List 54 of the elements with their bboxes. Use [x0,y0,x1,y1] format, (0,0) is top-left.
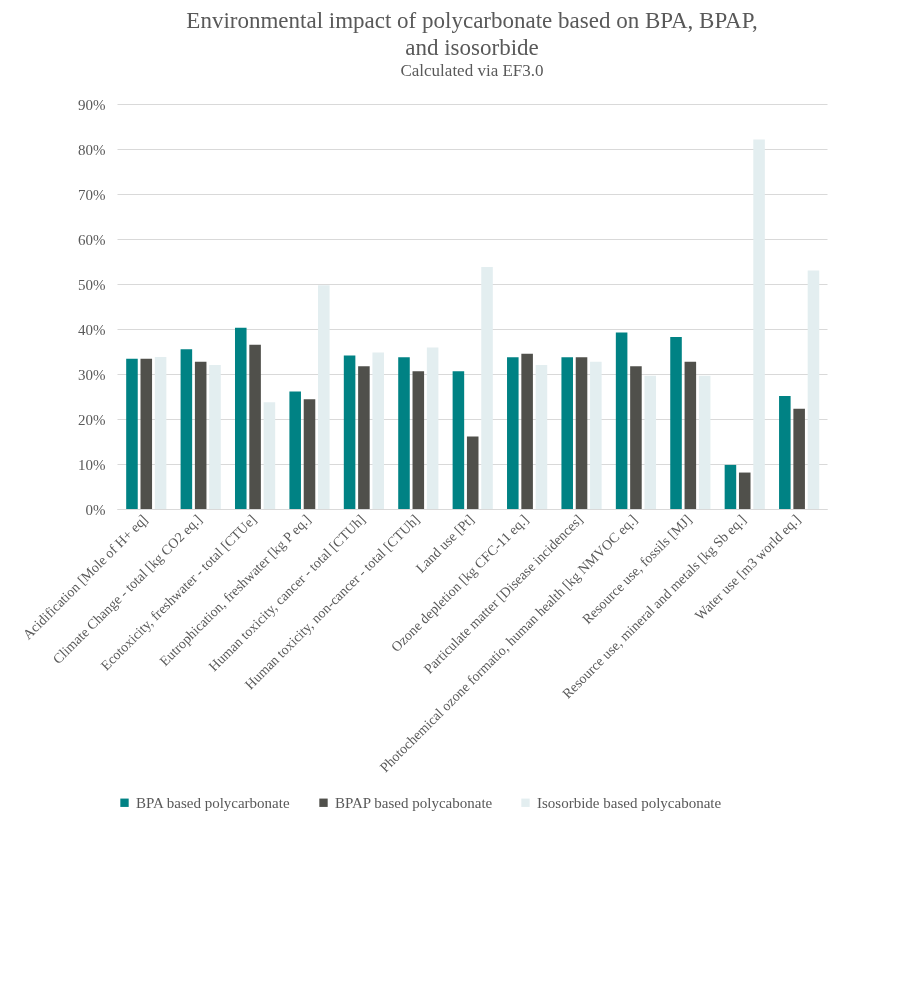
y-tick-label: 90% [78,96,106,113]
bar [140,358,153,509]
bar [698,375,711,509]
bar [180,349,193,509]
y-tick-label: 20% [78,411,106,428]
bar [670,337,682,509]
chart-title: Environmental impact of polycarbonate based on BPA, BPAP, and isosorbide [186,8,758,60]
y-tick-label: 10% [78,456,106,473]
bar [684,361,697,509]
bar [289,391,301,509]
bar [358,366,370,509]
bar [807,270,820,509]
y-tick-label: 30% [78,366,106,383]
bar [194,361,207,509]
bar [126,358,138,509]
legend-label: BPAP based polycabonate [335,794,493,811]
bar [263,402,276,509]
bar [507,357,519,509]
chart-subtitle: Calculated via EF3.0 [400,61,544,80]
bar [575,357,588,509]
bar [234,327,247,509]
bar [426,347,439,509]
bar [343,355,356,509]
bar [644,375,657,509]
bar [561,357,573,509]
bar [154,356,167,509]
bar [779,396,791,509]
legend-label: BPA based polycarbonate [136,794,290,811]
y-tick-label: 50% [78,276,106,293]
bar [521,353,533,509]
bar [615,332,628,509]
y-tick-label: 70% [78,186,106,203]
bar [535,365,548,509]
bar [466,436,479,509]
bar [209,365,221,509]
y-tick-label: 0% [85,501,106,518]
bar [303,399,316,509]
y-tick-label: 60% [78,231,106,248]
bar [318,285,330,509]
bar [398,357,410,509]
y-tick-label: 40% [78,321,106,338]
bar [412,371,425,509]
bar [372,352,384,509]
bar [724,464,737,509]
bar [249,344,261,509]
bar [481,266,493,509]
bar [738,472,751,509]
bar [753,139,765,509]
bar [590,361,602,509]
y-tick-label: 80% [78,141,106,158]
legend-label: Isosorbide based polycabonate [537,794,722,811]
bar [452,371,465,509]
bar [630,366,642,509]
bar [793,408,805,509]
